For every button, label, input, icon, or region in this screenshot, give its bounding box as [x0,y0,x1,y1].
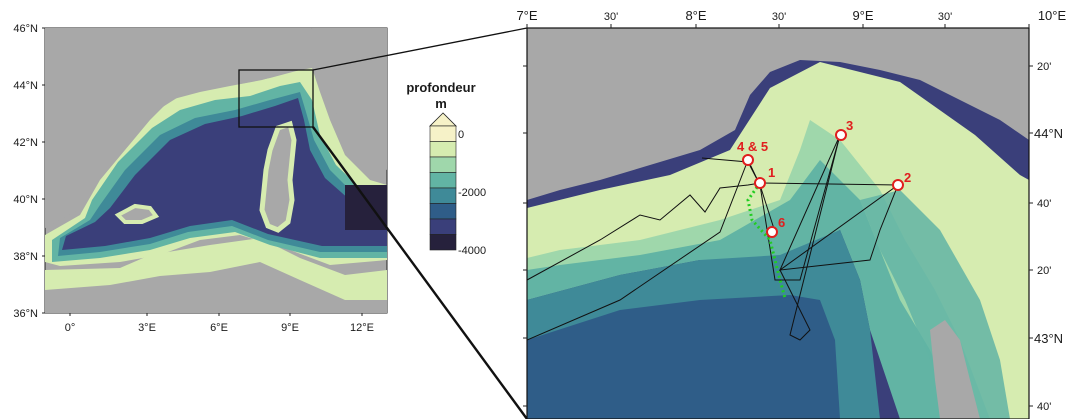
station-marker-3 [835,129,847,141]
overview-lon-label: 0° [65,322,76,334]
overview-lat-ticks [42,27,45,314]
zoom-lat-label: 44°N [1034,126,1063,141]
zoom-lat-ticks [1029,65,1033,407]
zoom-connector-bottom [312,126,528,419]
zoom-lat-label: 20' [1037,265,1051,277]
ship-track [527,158,776,341]
legend-swatch [429,203,457,220]
legend-swatch [429,187,457,204]
balearic-islands [114,203,160,224]
overview-lat-label: 36°N [13,308,38,320]
legend-swatch [429,125,457,142]
zoom-map: 1 2 3 4 & 5 6 7°E 30' 8°E 30' 9°E 30' 10… [516,8,1066,419]
station-label-1: 1 [768,165,775,180]
zoom-connector-top [312,27,528,71]
overview-lon-label: 6°E [210,322,228,334]
station-label-6: 6 [778,215,785,230]
station-marker-2 [892,179,904,191]
legend-swatch [429,156,457,173]
legend-tick-label: -4000 [458,245,486,257]
zoom-map-frame [526,27,1030,419]
station-label-4-5: 4 & 5 [737,139,768,154]
legend-swatch [429,218,457,235]
zoom-lon-ticks [526,24,1030,28]
overview-lat-label: 42°N [13,137,38,149]
zoom-lat-label: 43°N [1034,331,1063,346]
zoom-lat-label: 40' [1037,198,1051,210]
overview-lat-label: 38°N [13,251,38,263]
zoom-lon-label: 7°E [516,8,537,23]
zoom-lon-label: 10°E [1038,8,1067,23]
legend-swatch [429,141,457,158]
station-marker-6 [766,226,778,238]
zoom-lat-ticks-left [523,65,527,407]
legend-triangle-cap [429,112,457,127]
zoom-lon-label: 30' [604,11,618,23]
zoom-lon-label: 30' [938,11,952,23]
corsica-sardinia-island [259,120,297,233]
depth-legend: profondeur m 0 -2000 -4000 [406,80,486,257]
legend-unit: m [435,96,447,111]
zoom-lon-label: 8°E [685,8,706,23]
overview-lon-ticks [69,313,363,316]
overview-map: 46°N 44°N 42°N 40°N 38°N 36°N 0° 3°E 6°E… [13,23,388,334]
overview-lon-label: 12°E [350,322,374,334]
station-label-3: 3 [846,118,853,133]
glider-track [746,182,787,299]
overview-lat-label: 40°N [13,194,38,206]
legend-tick-label: -2000 [458,187,486,199]
overview-lat-label: 46°N [13,23,38,35]
legend-swatch [429,172,457,189]
legend-title: profondeur [406,80,475,95]
zoom-lon-label: 9°E [852,8,873,23]
legend-tick-label: 0 [458,129,464,141]
zoom-lat-label: 20' [1037,61,1051,73]
overview-lon-label: 3°E [138,322,156,334]
zoom-lat-label: 40' [1037,401,1051,413]
overview-bathymetry [45,28,387,313]
station-marker-4-5 [742,154,754,166]
zoom-lon-label: 30' [772,11,786,23]
station-marker-1 [754,177,766,189]
zoom-extent-box [238,69,314,128]
overview-lon-label: 9°E [281,322,299,334]
overview-lat-label: 44°N [13,80,38,92]
station-markers: 1 2 3 4 & 5 6 [737,118,911,238]
legend-colorbar [429,125,457,251]
zoom-bathymetry [527,28,1029,419]
legend-swatch [429,234,457,251]
station-label-2: 2 [904,170,911,185]
